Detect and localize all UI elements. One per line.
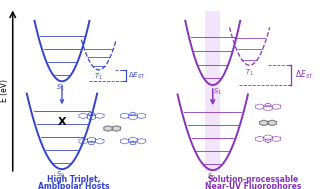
Text: Solution-processable: Solution-processable bbox=[207, 175, 298, 184]
Text: S$_0$: S$_0$ bbox=[56, 170, 65, 180]
Text: S$_1$: S$_1$ bbox=[56, 83, 65, 93]
Text: S$_0$: S$_0$ bbox=[207, 172, 215, 182]
Text: T$_1$: T$_1$ bbox=[245, 67, 254, 78]
Text: High Triplet,: High Triplet, bbox=[47, 175, 100, 184]
Text: X: X bbox=[58, 117, 66, 127]
Text: Ambipolar Hosts: Ambipolar Hosts bbox=[38, 182, 110, 189]
Text: $\Delta E_{ST}$: $\Delta E_{ST}$ bbox=[128, 70, 146, 81]
Text: $\Delta E_{ST}$: $\Delta E_{ST}$ bbox=[295, 69, 314, 81]
Polygon shape bbox=[112, 126, 121, 131]
Text: S$_1$: S$_1$ bbox=[213, 87, 221, 97]
Text: E (eV): E (eV) bbox=[0, 79, 8, 102]
Polygon shape bbox=[268, 120, 276, 125]
Text: Near-UV Fluorophores: Near-UV Fluorophores bbox=[205, 182, 301, 189]
Polygon shape bbox=[104, 126, 112, 131]
FancyBboxPatch shape bbox=[205, 11, 220, 172]
Polygon shape bbox=[260, 120, 268, 125]
Text: T$_1$: T$_1$ bbox=[94, 72, 103, 82]
